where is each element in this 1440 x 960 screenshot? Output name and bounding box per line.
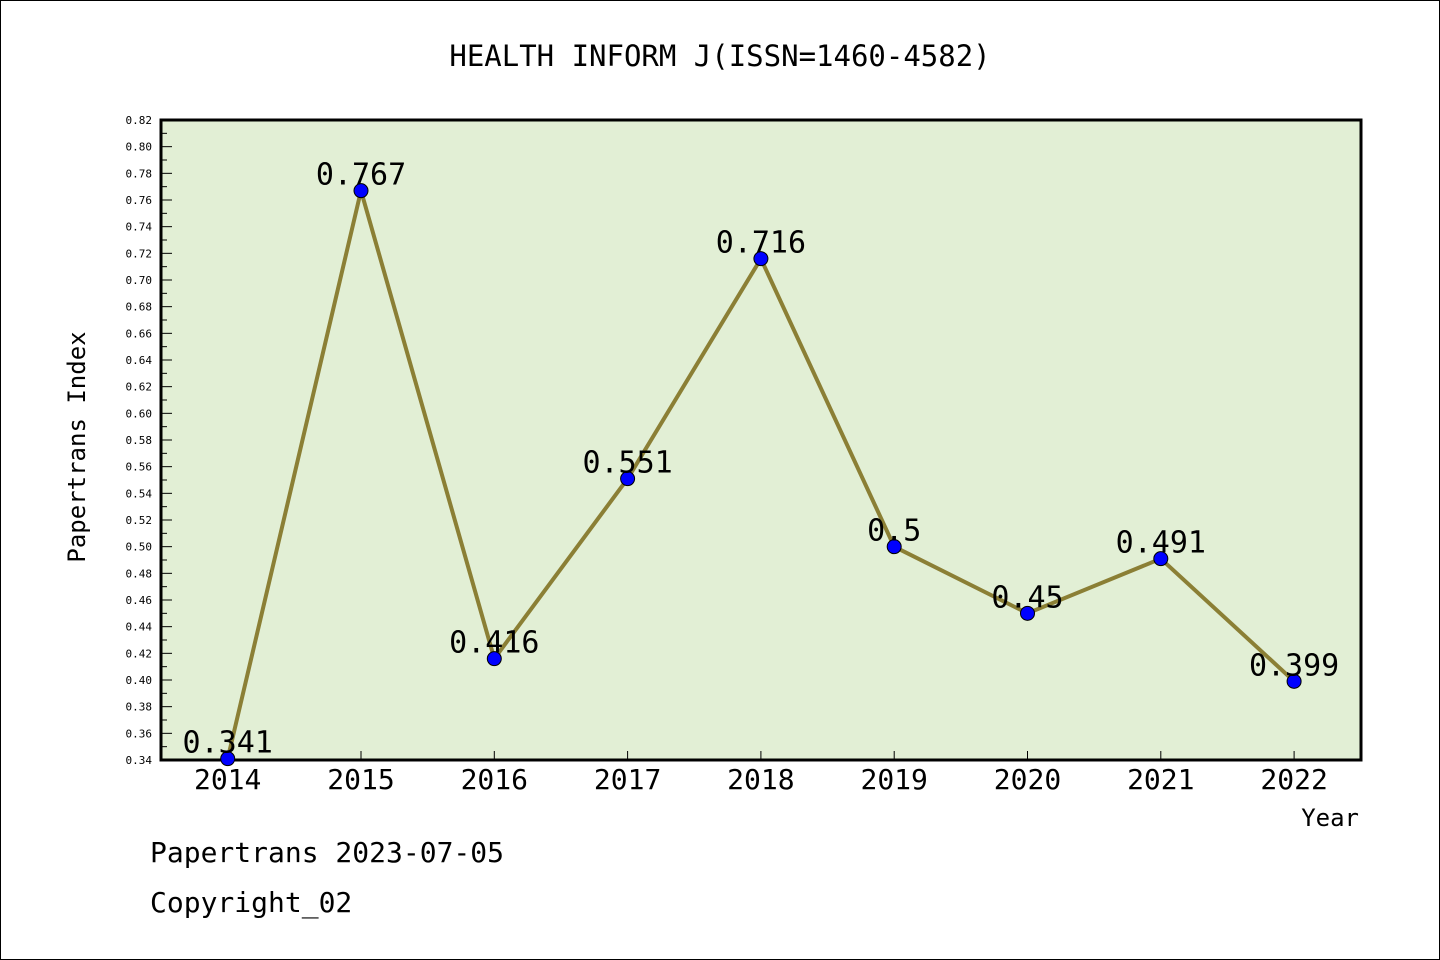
- data-label: 0.341: [183, 726, 273, 761]
- y-axis: 0.34 0.36 0.38 0.40 0.42 0.44 0.46 0.48 0.50 0.52…: [126, 114, 172, 767]
- x-axis-title: Year: [1301, 804, 1359, 832]
- data-label: 0.416: [449, 626, 539, 661]
- y-tick-label: 0.60: [126, 407, 153, 420]
- y-tick-label: 0.42: [126, 647, 153, 660]
- data-label: 0.491: [1116, 526, 1206, 561]
- y-tick-label: 0.76: [126, 194, 153, 207]
- y-tick-label: 0.50: [126, 541, 153, 554]
- y-tick-label: 0.70: [126, 274, 153, 287]
- footer-date: Papertrans 2023-07-05: [150, 836, 505, 869]
- data-point-marker: [1286, 673, 1302, 689]
- x-tick-label: 2018: [727, 763, 794, 796]
- footer-copyright: Copyright_02: [150, 886, 353, 919]
- y-axis-title: Papertrans Index: [63, 331, 91, 562]
- y-tick-label: 0.40: [126, 674, 153, 687]
- y-tick-label: 0.36: [126, 727, 153, 740]
- y-tick-label: 0.58: [126, 434, 153, 447]
- x-tick-label: 2017: [594, 763, 661, 796]
- y-tick-label: 0.46: [126, 594, 153, 607]
- y-tick-label: 0.34: [126, 754, 153, 767]
- y-tick-label: 0.80: [126, 141, 153, 154]
- y-tick-label: 0.74: [126, 221, 153, 234]
- x-tick-label: 2019: [860, 763, 927, 796]
- x-tick-label: 2014: [194, 763, 261, 796]
- plot-area: [159, 118, 1363, 762]
- y-tick-label: 0.78: [126, 167, 153, 180]
- data-series: [220, 183, 1302, 767]
- data-point-marker: [753, 251, 769, 267]
- data-labels: 0.341 0.767 0.416 0.551 0.716 0.5 0.45 0.491 0.3…: [183, 158, 1340, 761]
- y-tick-label: 0.82: [126, 114, 153, 127]
- y-tick-label: 0.38: [126, 701, 153, 714]
- data-point-marker: [620, 471, 636, 487]
- y-tick-label: 0.66: [126, 327, 153, 340]
- y-tick-label: 0.54: [126, 487, 153, 500]
- x-tick-label: 2020: [994, 763, 1061, 796]
- data-label: 0.45: [991, 580, 1063, 615]
- data-label: 0.399: [1249, 648, 1339, 683]
- x-tick-label: 2022: [1260, 763, 1327, 796]
- x-tick-label: 2015: [327, 763, 394, 796]
- y-tick-label: 0.64: [126, 354, 153, 367]
- data-label: 0.5: [867, 514, 921, 549]
- x-tick-label: 2016: [461, 763, 528, 796]
- y-tick-label: 0.62: [126, 381, 153, 394]
- data-label: 0.716: [716, 226, 806, 261]
- data-point-marker: [353, 183, 369, 199]
- x-tick-label: 2021: [1127, 763, 1194, 796]
- data-point-marker: [1020, 605, 1035, 621]
- y-tick-label: 0.44: [126, 621, 153, 634]
- data-point-marker: [220, 751, 236, 767]
- y-tick-label: 0.68: [126, 301, 153, 314]
- y-tick-label: 0.56: [126, 461, 153, 474]
- data-label: 0.551: [582, 446, 672, 481]
- data-point-marker: [486, 651, 502, 667]
- x-axis: 2014 2015 2016 2017 2018 2019 2020 2021 2022: [194, 751, 1328, 796]
- chart-title: HEALTH INFORM J(ISSN=1460-4582): [449, 39, 990, 73]
- data-point-marker: [886, 539, 902, 555]
- data-label: 0.767: [316, 158, 406, 193]
- y-tick-label: 0.72: [126, 247, 153, 260]
- data-point-marker: [1153, 551, 1169, 567]
- y-tick-label: 0.48: [126, 567, 153, 580]
- y-tick-label: 0.52: [126, 514, 153, 527]
